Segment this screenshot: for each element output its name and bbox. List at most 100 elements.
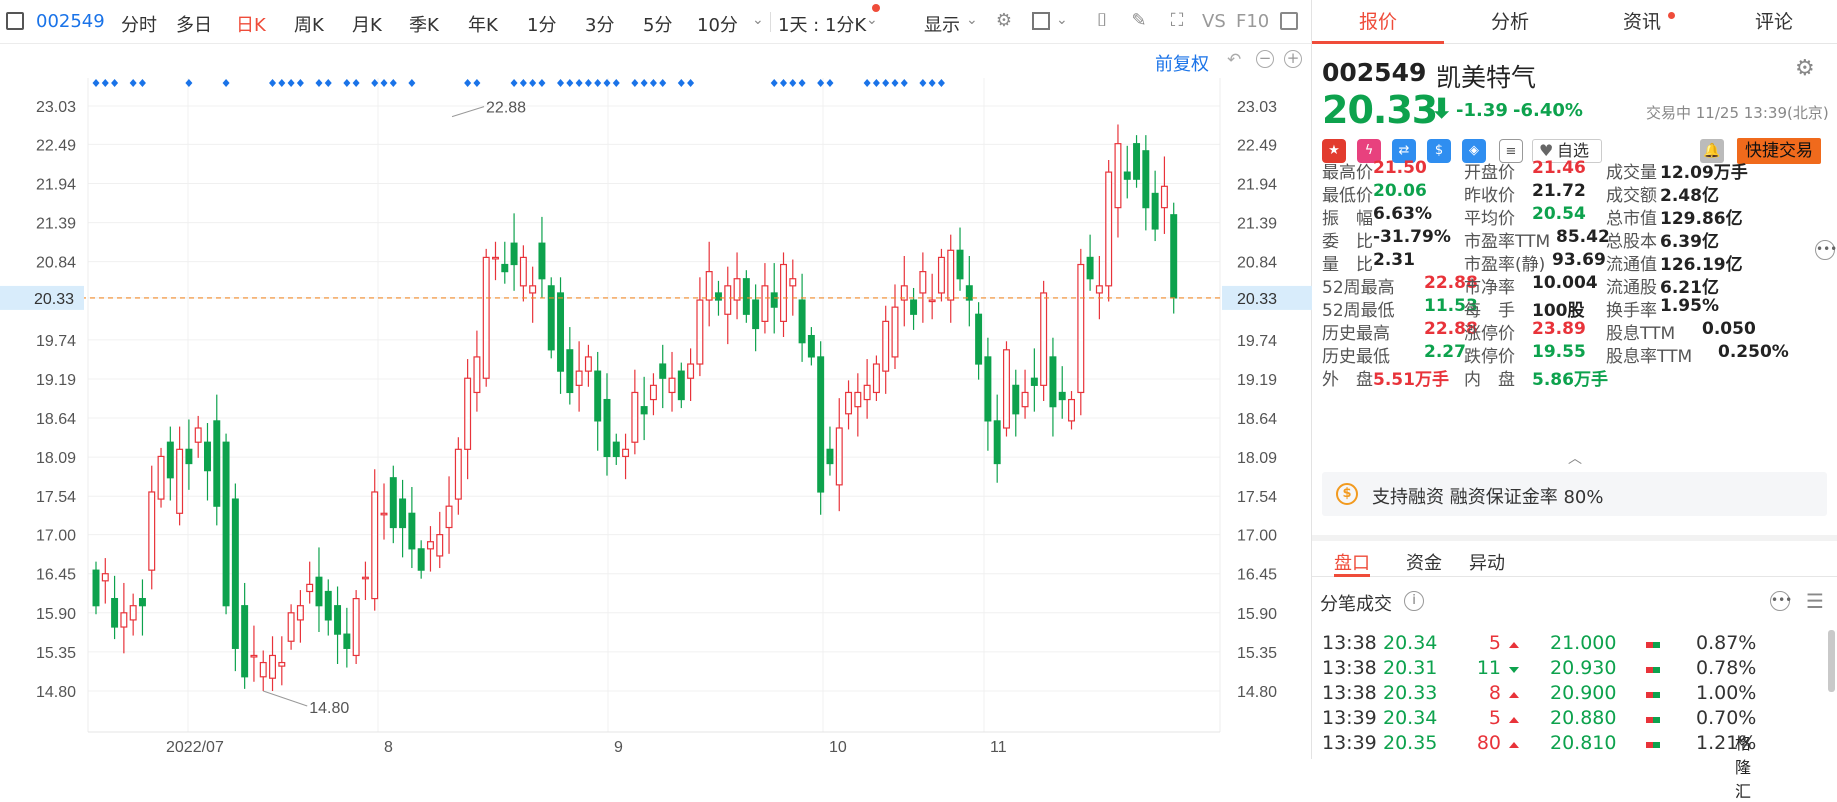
period-weekly-k[interactable]: 周K (294, 15, 324, 36)
quote-label: 每 手 (1464, 301, 1515, 321)
info-icon[interactable]: i (1404, 591, 1424, 611)
display-menu[interactable]: 显示 (924, 15, 960, 36)
candle-down (798, 299, 806, 344)
tick-volume: 80 (1476, 732, 1501, 754)
candle-up (687, 363, 695, 379)
candle-up (259, 661, 267, 678)
fullscreen-icon[interactable]: ⛶ (1170, 10, 1184, 31)
tab-comments[interactable]: 评论 (1754, 11, 1793, 33)
candle-up (473, 356, 481, 394)
chevron-down-icon[interactable]: ⌄ (752, 12, 764, 28)
quote-label: 涨停价 (1464, 324, 1515, 344)
quick-trade-button[interactable]: 快捷交易 (1737, 138, 1821, 164)
active-subtab-underline (1334, 574, 1370, 577)
event-marker-diamond (343, 79, 351, 87)
candle-down (1049, 356, 1057, 408)
tick-row: 13:38 20.31 11 20.930 0.78% (1312, 657, 1837, 687)
tick-price: 20.34 (1383, 632, 1438, 654)
y-tick-label: 17.00 (1237, 528, 1277, 545)
settings-gear-icon[interactable]: ⚙ (1795, 56, 1815, 81)
quote-label: 市盈率TTM (1464, 232, 1551, 252)
candle-up (891, 306, 899, 358)
candle-up (426, 541, 434, 550)
sidebar-toggle-icon[interactable] (1280, 12, 1298, 30)
undo-icon[interactable]: ↶ (1227, 50, 1242, 70)
scrollbar[interactable] (1828, 630, 1835, 692)
stock-name: 凯美特气 (1436, 63, 1537, 92)
tick-pct: 1.21% (1696, 732, 1757, 754)
watchlist-label: 自选 (1557, 141, 1590, 160)
quote-value: 19.55 (1532, 342, 1586, 362)
y-tick-label: 19.74 (1237, 333, 1277, 350)
candle-down (417, 548, 425, 571)
camera-icon[interactable]: ⌷ (1096, 10, 1108, 31)
candle-down (975, 313, 983, 365)
compare-vs-button[interactable]: VS (1202, 11, 1226, 32)
period-timeshare[interactable]: 分时 (121, 15, 157, 36)
collapse-chevron-icon[interactable]: ︿ (1568, 451, 1582, 467)
period-10min[interactable]: 10分 (697, 15, 738, 36)
subtab-capital[interactable]: 资金 (1406, 553, 1442, 574)
period-daily-k[interactable]: 日K (236, 15, 266, 36)
margin-note-box[interactable]: $ 支持融资 融资保证金率 80% (1322, 472, 1827, 516)
settings-gear-icon[interactable]: ⚙ (995, 10, 1013, 31)
event-marker-diamond (529, 79, 537, 87)
chevron-down-icon[interactable]: ⌄ (866, 12, 878, 28)
y-tick-label: 17.54 (36, 489, 76, 506)
indicator-square-icon[interactable] (1032, 12, 1050, 30)
x-tick-label: 11 (990, 739, 1007, 756)
watchlist-button[interactable]: ♥ 自选 (1532, 139, 1602, 163)
intraday-period-select[interactable]: 1天 : 1分K (778, 15, 867, 36)
adjust-price-button[interactable]: 前复权 (1155, 54, 1209, 75)
tick-pct: 0.78% (1696, 657, 1757, 679)
candle-up (296, 605, 304, 621)
x-tick-label: 10 (829, 739, 847, 756)
candle-down (241, 605, 249, 678)
document-icon[interactable]: ≡ (1499, 139, 1523, 163)
event-marker-diamond (677, 79, 685, 87)
shuffle-icon[interactable]: ⇄ (1392, 139, 1416, 163)
candle-up (1077, 263, 1085, 394)
list-view-icon[interactable]: ☰ (1806, 589, 1824, 613)
candle-down (910, 299, 918, 315)
period-yearly-k[interactable]: 年K (468, 15, 498, 36)
subtab-movement[interactable]: 异动 (1469, 553, 1505, 574)
chevron-down-icon[interactable]: ⌄ (966, 12, 978, 28)
chevron-down-icon[interactable]: ⌄ (1056, 12, 1068, 28)
current-price-label: 20.33 (34, 291, 74, 308)
period-monthly-k[interactable]: 月K (352, 15, 382, 36)
period-3min[interactable]: 3分 (585, 15, 615, 36)
candlestick-chart[interactable]: 23.03 23.03 22.49 22.49 21.94 21.94 21.39 21.39… (0, 44, 1312, 759)
candle-up (1021, 391, 1029, 408)
f10-button[interactable]: F10 (1236, 11, 1270, 32)
bell-icon[interactable]: 🔔 (1700, 139, 1724, 163)
period-5min[interactable]: 5分 (643, 15, 673, 36)
more-icon[interactable]: ••• (1770, 591, 1792, 611)
tab-analysis[interactable]: 分析 (1490, 11, 1529, 33)
y-tick-label: 16.45 (1237, 567, 1277, 584)
zoom-out-icon[interactable]: − (1256, 50, 1274, 68)
more-icon[interactable]: ••• (1815, 240, 1837, 260)
y-tick-label: 21.94 (36, 176, 76, 193)
event-marker-diamond (817, 79, 825, 87)
period-multiday[interactable]: 多日 (176, 15, 212, 36)
zoom-in-icon[interactable]: + (1284, 50, 1302, 68)
pencil-icon[interactable]: ✎ (1131, 10, 1147, 31)
event-marker-diamond (222, 79, 230, 87)
stock-code-tab[interactable]: 002549 (36, 11, 105, 32)
period-1min[interactable]: 1分 (527, 15, 557, 36)
event-marker-diamond (510, 79, 518, 87)
candle-up (482, 256, 490, 379)
china-flag-icon[interactable]: ★ (1322, 139, 1346, 163)
event-marker-diamond (389, 79, 397, 87)
lightning-icon[interactable]: ϟ (1357, 139, 1381, 163)
tab-news[interactable]: 资讯 (1622, 11, 1661, 33)
tag-icon[interactable]: ◈ (1462, 139, 1486, 163)
current-price-tag-right (1222, 285, 1312, 310)
tab-quote[interactable]: 报价 (1358, 11, 1397, 33)
layout-icon[interactable] (6, 12, 24, 30)
candle-up (529, 285, 537, 294)
dollar-icon[interactable]: $ (1427, 139, 1451, 163)
subtab-orderbook[interactable]: 盘口 (1334, 553, 1370, 574)
period-quarterly-k[interactable]: 季K (409, 15, 439, 36)
